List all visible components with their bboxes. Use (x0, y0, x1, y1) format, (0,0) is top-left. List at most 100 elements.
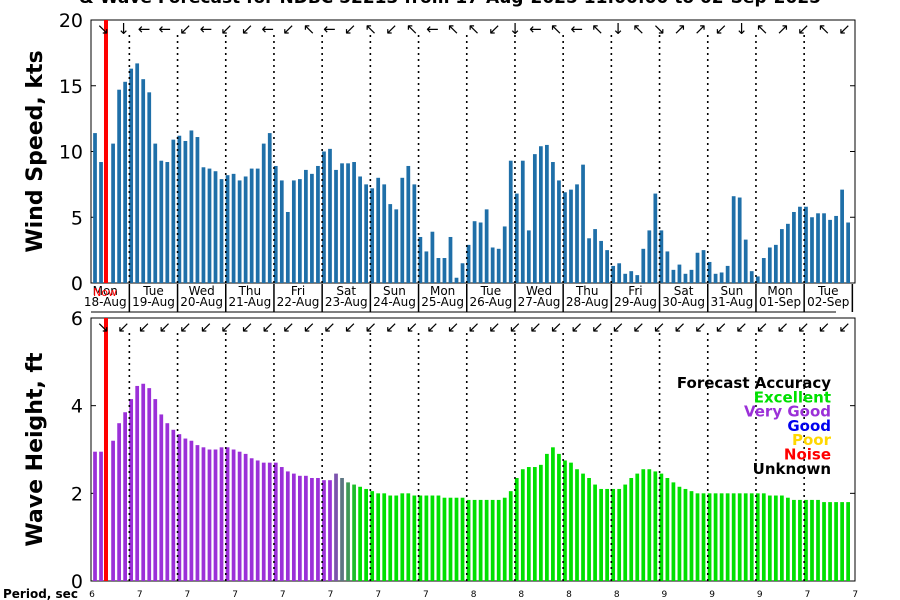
wave-bar (460, 497, 465, 581)
wave-bar (472, 499, 477, 581)
wind-bar (310, 173, 314, 283)
wind-bar (454, 277, 459, 283)
direction-arrow: ↙ (632, 318, 645, 336)
wave-bar (743, 493, 748, 581)
wave-bar (436, 495, 441, 581)
wind-bar (773, 244, 778, 283)
wind-bar (291, 180, 296, 283)
wind-bar (99, 162, 103, 283)
wave-bar (261, 462, 266, 581)
day-of-week: Mon (767, 284, 792, 298)
wind-bar (424, 251, 429, 283)
wind-bar (683, 273, 688, 283)
direction-arrow: ↙ (365, 318, 378, 336)
direction-arrow: ↓ (735, 20, 748, 38)
wind-bar (225, 175, 230, 283)
period-value: 7 (375, 590, 381, 600)
wind-bar (478, 222, 483, 283)
wind-bar (822, 213, 826, 283)
wave-bar (310, 477, 314, 581)
direction-arrow: ↗ (777, 20, 790, 38)
wind-bar (141, 79, 146, 283)
wind-bar (545, 144, 549, 283)
wind-bar (147, 92, 152, 283)
wind-bar (599, 240, 603, 283)
wave-bar (364, 488, 369, 581)
wave-bar (231, 449, 236, 581)
direction-arrow: ↙ (715, 318, 728, 336)
wind-bar (370, 188, 375, 283)
wave-bar (496, 499, 501, 581)
wave-bar (400, 493, 405, 581)
wind-bar (436, 258, 441, 283)
wave-bar (755, 493, 760, 581)
wave-bar (659, 473, 664, 581)
wave-bar (502, 497, 507, 581)
direction-arrow: ↙ (344, 318, 357, 336)
wave-bar (828, 502, 832, 581)
wind-bar (641, 248, 646, 283)
wind-bar (183, 140, 188, 283)
wind-bar (514, 193, 519, 283)
y-tick-label: 10 (59, 142, 83, 164)
wave-bar (304, 475, 308, 581)
wave-bar (701, 493, 706, 581)
direction-arrow: ↙ (138, 318, 151, 336)
wind-bar (430, 231, 435, 283)
legend-noise: Noise (784, 446, 831, 464)
wave-panel: 0 2 4 6 Wave Height, ft ↘ ↙ ↙ ↙ ↙ ↙ ↙ ↙ ↙ ↙ ↙ ↙ ↙ ↙ ↙ ↙ ↙ ↙ ↙ ↙ ↙… (23, 308, 856, 593)
direction-arrow: ↙ (241, 318, 254, 336)
direction-arrow: ↙ (241, 20, 254, 38)
direction-arrow: ↙ (488, 20, 501, 38)
wind-bar (617, 263, 622, 283)
wave-bar (761, 493, 766, 581)
day-of-week: Fri (628, 284, 642, 298)
wave-bar (442, 497, 447, 581)
wind-bar (297, 179, 302, 283)
wave-bar (731, 493, 736, 581)
wave-bar (165, 423, 170, 581)
period-row: Period, sec 6 7 7 7 7 7 7 7 8 8 8 8 9 9 9 7 7 (3, 587, 858, 600)
wind-bar (358, 176, 362, 283)
wind-bar (285, 211, 290, 283)
direction-arrow: ↙ (282, 318, 295, 336)
direction-arrow: ↙ (756, 318, 769, 336)
legend-very-good: Very Good (744, 403, 831, 421)
wind-bar (364, 184, 369, 283)
wave-bar (671, 482, 676, 581)
period-value: 7 (852, 590, 858, 600)
wave-bar (792, 499, 796, 581)
y-tick-label: 15 (59, 76, 83, 98)
period-value: 7 (423, 590, 429, 600)
direction-arrow: ↙ (694, 318, 707, 336)
wind-bar (538, 146, 543, 283)
direction-arrow: ↙ (715, 20, 728, 38)
day-date: 02-Sep (807, 295, 849, 309)
direction-arrow: ↙ (591, 318, 604, 336)
day-of-week: Wed (189, 284, 215, 298)
wave-bar (773, 495, 778, 581)
period-value: 7 (137, 590, 143, 600)
wind-bar (111, 143, 115, 283)
wind-bar (376, 177, 381, 283)
wave-bar (647, 469, 652, 581)
wind-bar (569, 189, 573, 283)
direction-arrow: ↙ (344, 20, 357, 38)
wind-bar (117, 89, 121, 283)
day-of-week: Sun (383, 284, 406, 298)
wave-bar (382, 493, 387, 581)
direction-arrow: ↙ (488, 318, 501, 336)
wind-bar (249, 168, 254, 283)
direction-arrow: ← (529, 20, 542, 38)
direction-arrow: ↙ (797, 318, 810, 336)
wave-bar (779, 495, 784, 581)
day-of-week: Sat (336, 284, 356, 298)
wind-bar (490, 247, 495, 283)
wind-bar (792, 211, 796, 283)
direction-arrow: ← (262, 20, 275, 38)
wave-bar (454, 497, 459, 581)
wind-bar (532, 154, 537, 283)
day-date: 28-Aug (566, 295, 609, 309)
wave-bar (189, 440, 194, 581)
direction-arrow: ↖ (818, 20, 831, 38)
